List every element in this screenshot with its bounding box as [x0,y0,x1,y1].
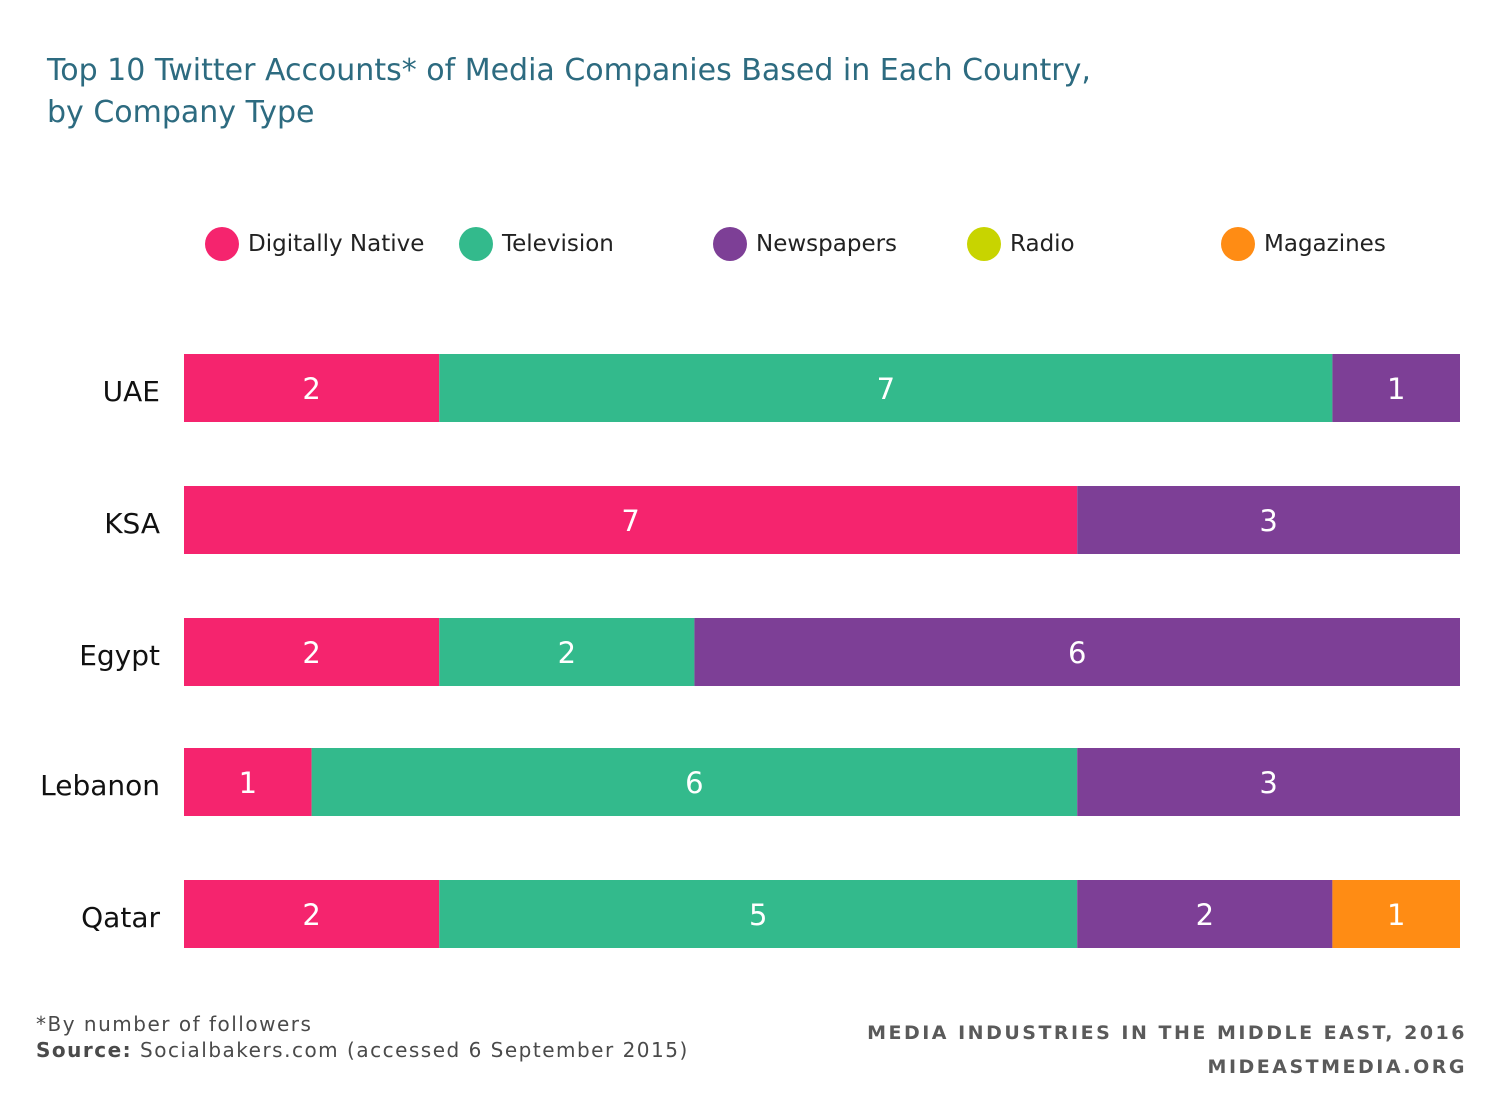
data-label-uae-television: 7 [877,372,895,406]
stacked-bar-chart: UAE 2 7 1 KSA 7 3 Egypt 2 2 6 Lebanon 1 6 3 Qatar 2 5 2 1 [40,354,1460,948]
category-label-ksa: KSA [104,507,160,540]
chart-title-line1: Top 10 Twitter Accounts* of Media Compan… [47,53,1091,88]
footnote-source: Source: Socialbakers.com (accessed 6 Sep… [36,1037,689,1063]
data-label-lebanon-television: 6 [685,766,703,800]
branding-line2: MIDEASTMEDIA.ORG [1207,1056,1467,1078]
bar-segment-egypt-television [439,618,695,686]
data-label-qatar-newspapers: 2 [1196,898,1214,932]
category-label-uae: UAE [103,375,160,408]
data-label-qatar-television: 5 [749,898,767,932]
legend-label-radio: Radio [1010,231,1075,257]
legend-swatch-digitally-native [205,227,239,261]
bar-segment-lebanon-digitally-native [184,748,312,816]
legend-item-radio: Radio [967,224,1075,264]
category-label-lebanon: Lebanon [40,769,160,802]
chart-title: Top 10 Twitter Accounts* of Media Compan… [47,50,1091,134]
data-label-ksa-newspapers: 3 [1259,504,1277,538]
data-label-ksa-digitally-native: 7 [621,504,639,538]
category-label-qatar: Qatar [81,901,160,934]
source-label: Source: [36,1038,133,1062]
data-label-uae-digitally-native: 2 [302,372,320,406]
category-label-egypt: Egypt [79,639,160,672]
legend-swatch-television [459,227,493,261]
bar-segment-egypt-newspapers [694,618,1460,686]
bar-segment-qatar-magazines [1332,880,1460,948]
legend-item-newspapers: Newspapers [713,224,897,264]
bar-segment-uae-newspapers [1332,354,1460,422]
data-label-lebanon-digitally-native: 1 [239,766,257,800]
legend-item-digitally-native: Digitally Native [205,224,424,264]
legend-label-magazines: Magazines [1264,231,1386,257]
source-text: Socialbakers.com (accessed 6 September 2… [140,1038,689,1062]
legend-swatch-newspapers [713,227,747,261]
data-label-egypt-television: 2 [558,636,576,670]
data-label-egypt-newspapers: 6 [1068,636,1086,670]
chart-legend: Digitally Native Television Newspapers Radi… [0,224,1500,264]
data-label-uae-newspapers: 1 [1387,372,1405,406]
footnote-note: *By number of followers [36,1012,313,1036]
legend-swatch-magazines [1221,227,1255,261]
legend-item-television: Television [459,224,614,264]
bar-segment-qatar-newspapers [1077,880,1333,948]
data-label-qatar-digitally-native: 2 [302,898,320,932]
footnote: *By number of followers Source: Socialba… [36,1011,689,1063]
bar-segment-qatar-television [439,880,1078,948]
bar-segment-lebanon-newspapers [1077,748,1460,816]
legend-label-television: Television [502,231,614,257]
legend-item-magazines: Magazines [1221,224,1386,264]
data-label-egypt-digitally-native: 2 [302,636,320,670]
branding-line1: MEDIA INDUSTRIES IN THE MIDDLE EAST, 201… [867,1022,1467,1044]
bar-segment-ksa-digitally-native [184,486,1078,554]
data-label-lebanon-newspapers: 3 [1259,766,1277,800]
legend-label-digitally-native: Digitally Native [248,231,425,257]
bar-segment-egypt-digitally-native [184,618,440,686]
chart-subtitle: by Company Type [47,95,315,130]
bar-segment-ksa-newspapers [1077,486,1460,554]
data-label-qatar-magazines: 1 [1387,898,1405,932]
bar-segment-uae-digitally-native [184,354,440,422]
bar-segment-lebanon-television [311,748,1078,816]
bar-segment-uae-television [439,354,1333,422]
branding: MEDIA INDUSTRIES IN THE MIDDLE EAST, 201… [867,1016,1467,1084]
legend-label-newspapers: Newspapers [756,231,898,257]
bar-segment-qatar-digitally-native [184,880,440,948]
legend-swatch-radio [967,227,1001,261]
